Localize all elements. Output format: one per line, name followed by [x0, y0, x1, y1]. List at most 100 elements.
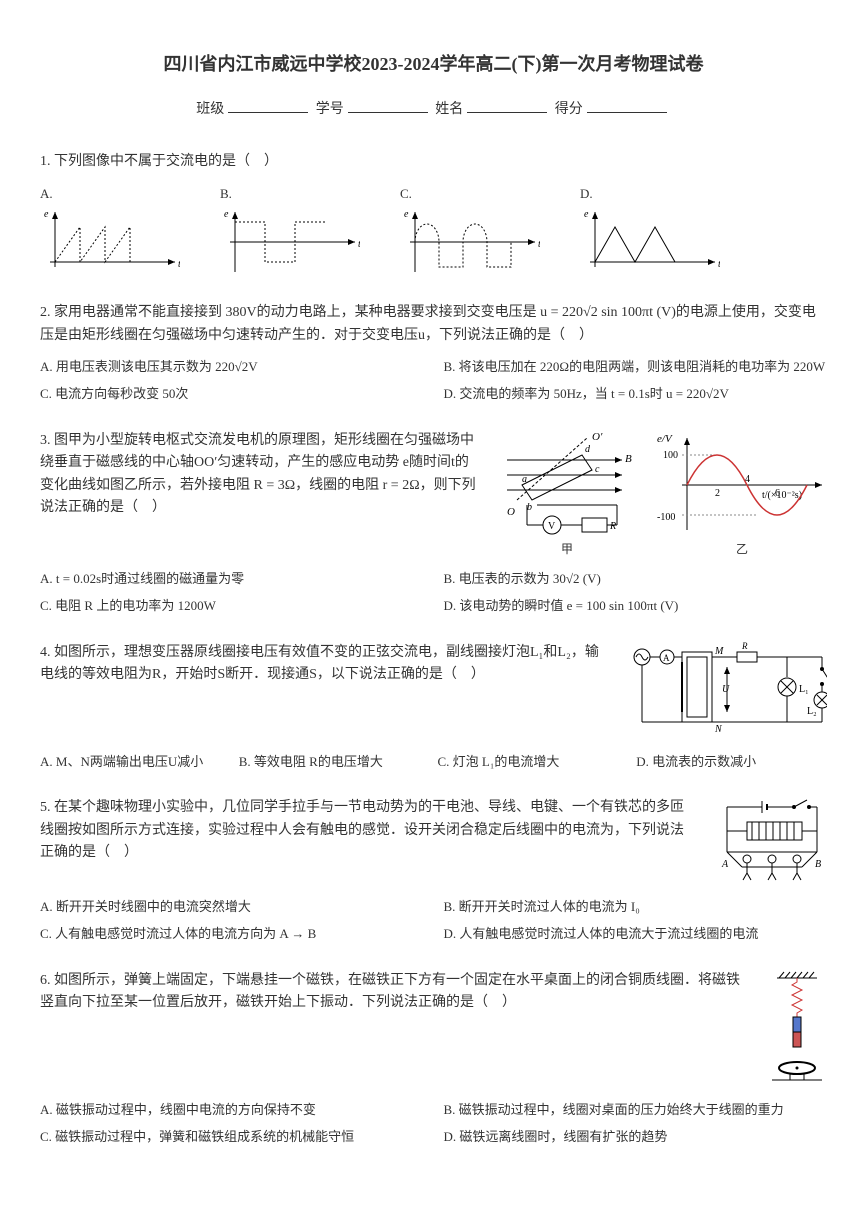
- q2-options: A. 用电压表测该电压其示数为 220√2V B. 将该电压加在 220Ω的电阻…: [40, 357, 827, 405]
- q6-option-d: D. 磁铁远离线圈时，线圈有扩张的趋势: [444, 1127, 828, 1148]
- q3-stem: 3. 图甲为小型旋转电枢式交流发电机的原理图，矩形线圈在匀强磁场中绕垂直于磁感线…: [40, 430, 477, 520]
- q1-c-label: C.: [400, 184, 412, 205]
- question-5: 5. 在某个趣味物理小实验中，几位同学手拉手与一节电动势为的干电池、导线、电键、…: [40, 797, 827, 945]
- svg-text:e: e: [44, 209, 49, 220]
- q5-options: A. 断开开关时线圈中的电流突然增大 B. 断开开关时流过人体的电流为 I₀ C…: [40, 897, 827, 945]
- svg-text:e/V: e/V: [657, 433, 673, 445]
- q3-sine-graph: e/V t/(×10⁻²s) 100 -100 2 4 6: [657, 430, 827, 540]
- svg-text:t: t: [178, 259, 180, 270]
- q1-option-c: C. t e: [400, 184, 540, 278]
- svg-text:t: t: [538, 239, 540, 250]
- svg-text:e: e: [404, 209, 409, 220]
- q3-fig1-label: 甲: [497, 540, 637, 559]
- id-label: 学号: [316, 102, 344, 117]
- q5-circuit-diagram: A B: [717, 797, 827, 887]
- q5-option-d: D. 人有触电感觉时流过人体的电流大于流过线圈的电流: [444, 924, 828, 945]
- svg-text:t: t: [718, 259, 720, 270]
- score-blank: [587, 112, 667, 113]
- svg-text:b: b: [527, 502, 532, 513]
- q1-option-a: A. t e: [40, 184, 180, 278]
- q3-fig2-label: 乙: [657, 540, 827, 559]
- svg-text:A: A: [721, 859, 729, 870]
- q1-graph-c: t e: [400, 207, 540, 277]
- q1-graph-d: t e: [580, 207, 720, 277]
- q6-options: A. 磁铁振动过程中，线圈中电流的方向保持不变 B. 磁铁振动过程中，线圈对桌面…: [40, 1100, 827, 1148]
- id-blank: [348, 112, 428, 113]
- q2-stem: 2. 家用电器通常不能直接接到 380V的动力电路上，某种电器要求接到交变电压是…: [40, 302, 827, 347]
- q5-option-a: A. 断开开关时线圈中的电流突然增大: [40, 897, 424, 918]
- svg-text:2: 2: [715, 488, 720, 499]
- svg-text:-100: -100: [657, 512, 675, 523]
- svg-text:L₁: L₁: [799, 684, 809, 695]
- q4-figure: A M N R U L₁: [627, 642, 827, 742]
- question-2: 2. 家用电器通常不能直接接到 380V的动力电路上，某种电器要求接到交变电压是…: [40, 302, 827, 404]
- q2-option-d: D. 交流电的频率为 50Hz，当 t = 0.1s时 u = 220√2V: [444, 384, 828, 405]
- question-6: 6. 如图所示，弹簧上端固定，下端悬挂一个磁铁，在磁铁正下方有一个固定在水平桌面…: [40, 970, 827, 1148]
- q3-figure-2: e/V t/(×10⁻²s) 100 -100 2 4 6 乙: [657, 430, 827, 559]
- q5-option-b: B. 断开开关时流过人体的电流为 I₀: [444, 897, 828, 918]
- svg-text:R: R: [609, 521, 616, 532]
- q6-option-c: C. 磁铁振动过程中，弹簧和磁铁组成系统的机械能守恒: [40, 1127, 424, 1148]
- q4-option-b: B. 等效电阻 R的电压增大: [239, 752, 430, 773]
- svg-text:B: B: [815, 859, 821, 870]
- q1-b-label: B.: [220, 184, 232, 205]
- svg-text:c: c: [595, 464, 600, 475]
- q3-generator-diagram: O′ a d c b B O V R: [497, 430, 637, 540]
- name-blank: [467, 112, 547, 113]
- q6-spring-magnet-diagram: [767, 970, 827, 1090]
- q4-option-c: C. 灯泡 L₁的电流增大: [438, 752, 629, 773]
- q5-figure: A B: [717, 797, 827, 887]
- svg-text:B: B: [625, 453, 632, 465]
- name-label: 姓名: [435, 102, 463, 117]
- svg-text:V: V: [548, 521, 556, 532]
- exam-title: 四川省内江市威远中学校2023-2024学年高二(下)第一次月考物理试卷: [40, 50, 827, 79]
- svg-text:e: e: [584, 209, 589, 220]
- q2-option-b: B. 将该电压加在 220Ω的电阻两端，则该电阻消耗的电功率为 220W: [444, 357, 828, 378]
- q6-option-b: B. 磁铁振动过程中，线圈对桌面的压力始终大于线圈的重力: [444, 1100, 828, 1121]
- q2-option-c: C. 电流方向每秒改变 50次: [40, 384, 424, 405]
- q1-option-d: D. t e: [580, 184, 720, 278]
- q6-option-a: A. 磁铁振动过程中，线圈中电流的方向保持不变: [40, 1100, 424, 1121]
- q4-option-d: D. 电流表的示数减小: [636, 752, 827, 773]
- svg-text:O′: O′: [592, 431, 603, 443]
- q4-option-a: A. M、N两端输出电压U减小: [40, 752, 231, 773]
- q4-transformer-diagram: A M N R U L₁: [627, 642, 827, 742]
- q6-stem: 6. 如图所示，弹簧上端固定，下端悬挂一个磁铁，在磁铁正下方有一个固定在水平桌面…: [40, 970, 747, 1015]
- q3-option-b: B. 电压表的示数为 30√2 (V): [444, 569, 828, 590]
- svg-text:t/(×10⁻²s): t/(×10⁻²s): [762, 490, 802, 501]
- q1-graph-a: t e: [40, 207, 180, 277]
- svg-text:R: R: [741, 642, 748, 651]
- q3-figure-1: O′ a d c b B O V R: [497, 430, 637, 559]
- svg-text:100: 100: [663, 450, 678, 461]
- class-label: 班级: [196, 102, 224, 117]
- q1-graph-b: t e: [220, 207, 360, 277]
- svg-text:L₂: L₂: [807, 706, 817, 717]
- svg-text:U: U: [722, 684, 730, 695]
- q3-option-a: A. t = 0.02s时通过线圈的磁通量为零: [40, 569, 424, 590]
- svg-text:a: a: [522, 474, 527, 485]
- q1-a-label: A.: [40, 184, 53, 205]
- svg-text:O: O: [507, 506, 515, 518]
- svg-text:d: d: [585, 444, 591, 455]
- svg-text:e: e: [224, 209, 229, 220]
- q1-stem: 1. 下列图像中不属于交流电的是（ ）: [40, 151, 827, 173]
- q6-figure: [767, 970, 827, 1090]
- svg-text:M: M: [714, 646, 724, 657]
- q3-option-c: C. 电阻 R 上的电功率为 1200W: [40, 596, 424, 617]
- q3-options: A. t = 0.02s时通过线圈的磁通量为零 B. 电压表的示数为 30√2 …: [40, 569, 827, 617]
- question-1: 1. 下列图像中不属于交流电的是（ ） A. t e B. t e C.: [40, 151, 827, 277]
- q5-stem: 5. 在某个趣味物理小实验中，几位同学手拉手与一节电动势为的干电池、导线、电键、…: [40, 797, 697, 864]
- q3-option-d: D. 该电动势的瞬时值 e = 100 sin 100πt (V): [444, 596, 828, 617]
- student-info-line: 班级 学号 姓名 得分: [40, 99, 827, 121]
- svg-text:6: 6: [775, 488, 780, 499]
- q1-d-label: D.: [580, 184, 593, 205]
- svg-text:A: A: [663, 653, 670, 663]
- score-label: 得分: [555, 102, 583, 117]
- q4-stem: 4. 如图所示，理想变压器原线圈接电压有效值不变的正弦交流电，副线圈接灯泡L₁和…: [40, 642, 607, 687]
- class-blank: [228, 112, 308, 113]
- q2-option-a: A. 用电压表测该电压其示数为 220√2V: [40, 357, 424, 378]
- q5-option-c: C. 人有触电感觉时流过人体的电流方向为 A → B: [40, 924, 424, 945]
- svg-text:t: t: [358, 239, 360, 250]
- q1-option-b: B. t e: [220, 184, 360, 278]
- question-4: 4. 如图所示，理想变压器原线圈接电压有效值不变的正弦交流电，副线圈接灯泡L₁和…: [40, 642, 827, 773]
